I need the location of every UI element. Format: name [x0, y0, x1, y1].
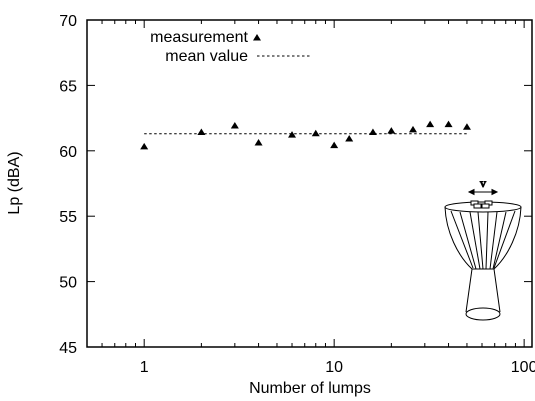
y-tick-label: 55	[59, 209, 77, 226]
drum-rope	[450, 210, 474, 269]
y-tick-label: 45	[59, 340, 77, 357]
drum-stem	[465, 268, 501, 313]
measurement-point	[387, 127, 396, 134]
x-tick-label: 10	[325, 359, 343, 376]
measurement-point	[288, 131, 297, 138]
measurement-point	[426, 120, 435, 128]
measurement-point	[444, 120, 453, 128]
measurement-point	[462, 123, 471, 130]
y-tick-label: 50	[59, 275, 77, 292]
x-axis-title: Number of lumps	[249, 380, 371, 397]
drum-base	[465, 307, 501, 321]
plot-frame	[86, 19, 533, 348]
lump	[473, 203, 482, 209]
legend-marker-measurement	[253, 34, 261, 41]
velocity-arrowhead-left-icon	[467, 188, 475, 196]
legend: measurement mean value	[150, 29, 310, 65]
measurement-point	[408, 125, 417, 133]
measurement-point	[140, 142, 149, 150]
measurement-points	[140, 120, 471, 150]
measurement-point	[197, 128, 206, 135]
legend-label-mean-value: mean value	[165, 48, 248, 65]
y-tick-label: 60	[59, 144, 77, 161]
drum-rope	[459, 211, 477, 270]
drum-rope	[485, 211, 489, 270]
x-tick-label: 100	[511, 359, 535, 376]
y-axis-ticks: 45 50 55 60 65 70	[59, 13, 532, 357]
x-axis-ticks: 1 10 100	[86, 20, 535, 376]
legend-label-measurement: measurement	[150, 29, 248, 46]
drum-rope	[492, 211, 507, 270]
lump	[481, 203, 490, 209]
djembe-illustration: v	[444, 176, 522, 321]
measurement-point	[230, 121, 239, 129]
drum-bowl	[444, 206, 522, 270]
velocity-label: v	[480, 176, 486, 190]
measurement-point	[368, 128, 377, 135]
drum-rope	[493, 210, 516, 269]
y-tick-label: 70	[59, 13, 77, 30]
x-tick-label: 1	[140, 359, 149, 376]
drum-rope	[489, 211, 498, 270]
y-axis-title: Lp (dBA)	[6, 151, 23, 214]
drum-rope	[477, 211, 484, 270]
measurement-point	[254, 138, 263, 146]
measurement-point	[330, 141, 339, 149]
measurement-point	[345, 135, 354, 142]
measurement-point	[311, 129, 320, 137]
velocity-arrowhead-right-icon	[491, 188, 499, 196]
y-tick-label: 65	[59, 78, 77, 95]
drum-rope	[469, 211, 481, 270]
